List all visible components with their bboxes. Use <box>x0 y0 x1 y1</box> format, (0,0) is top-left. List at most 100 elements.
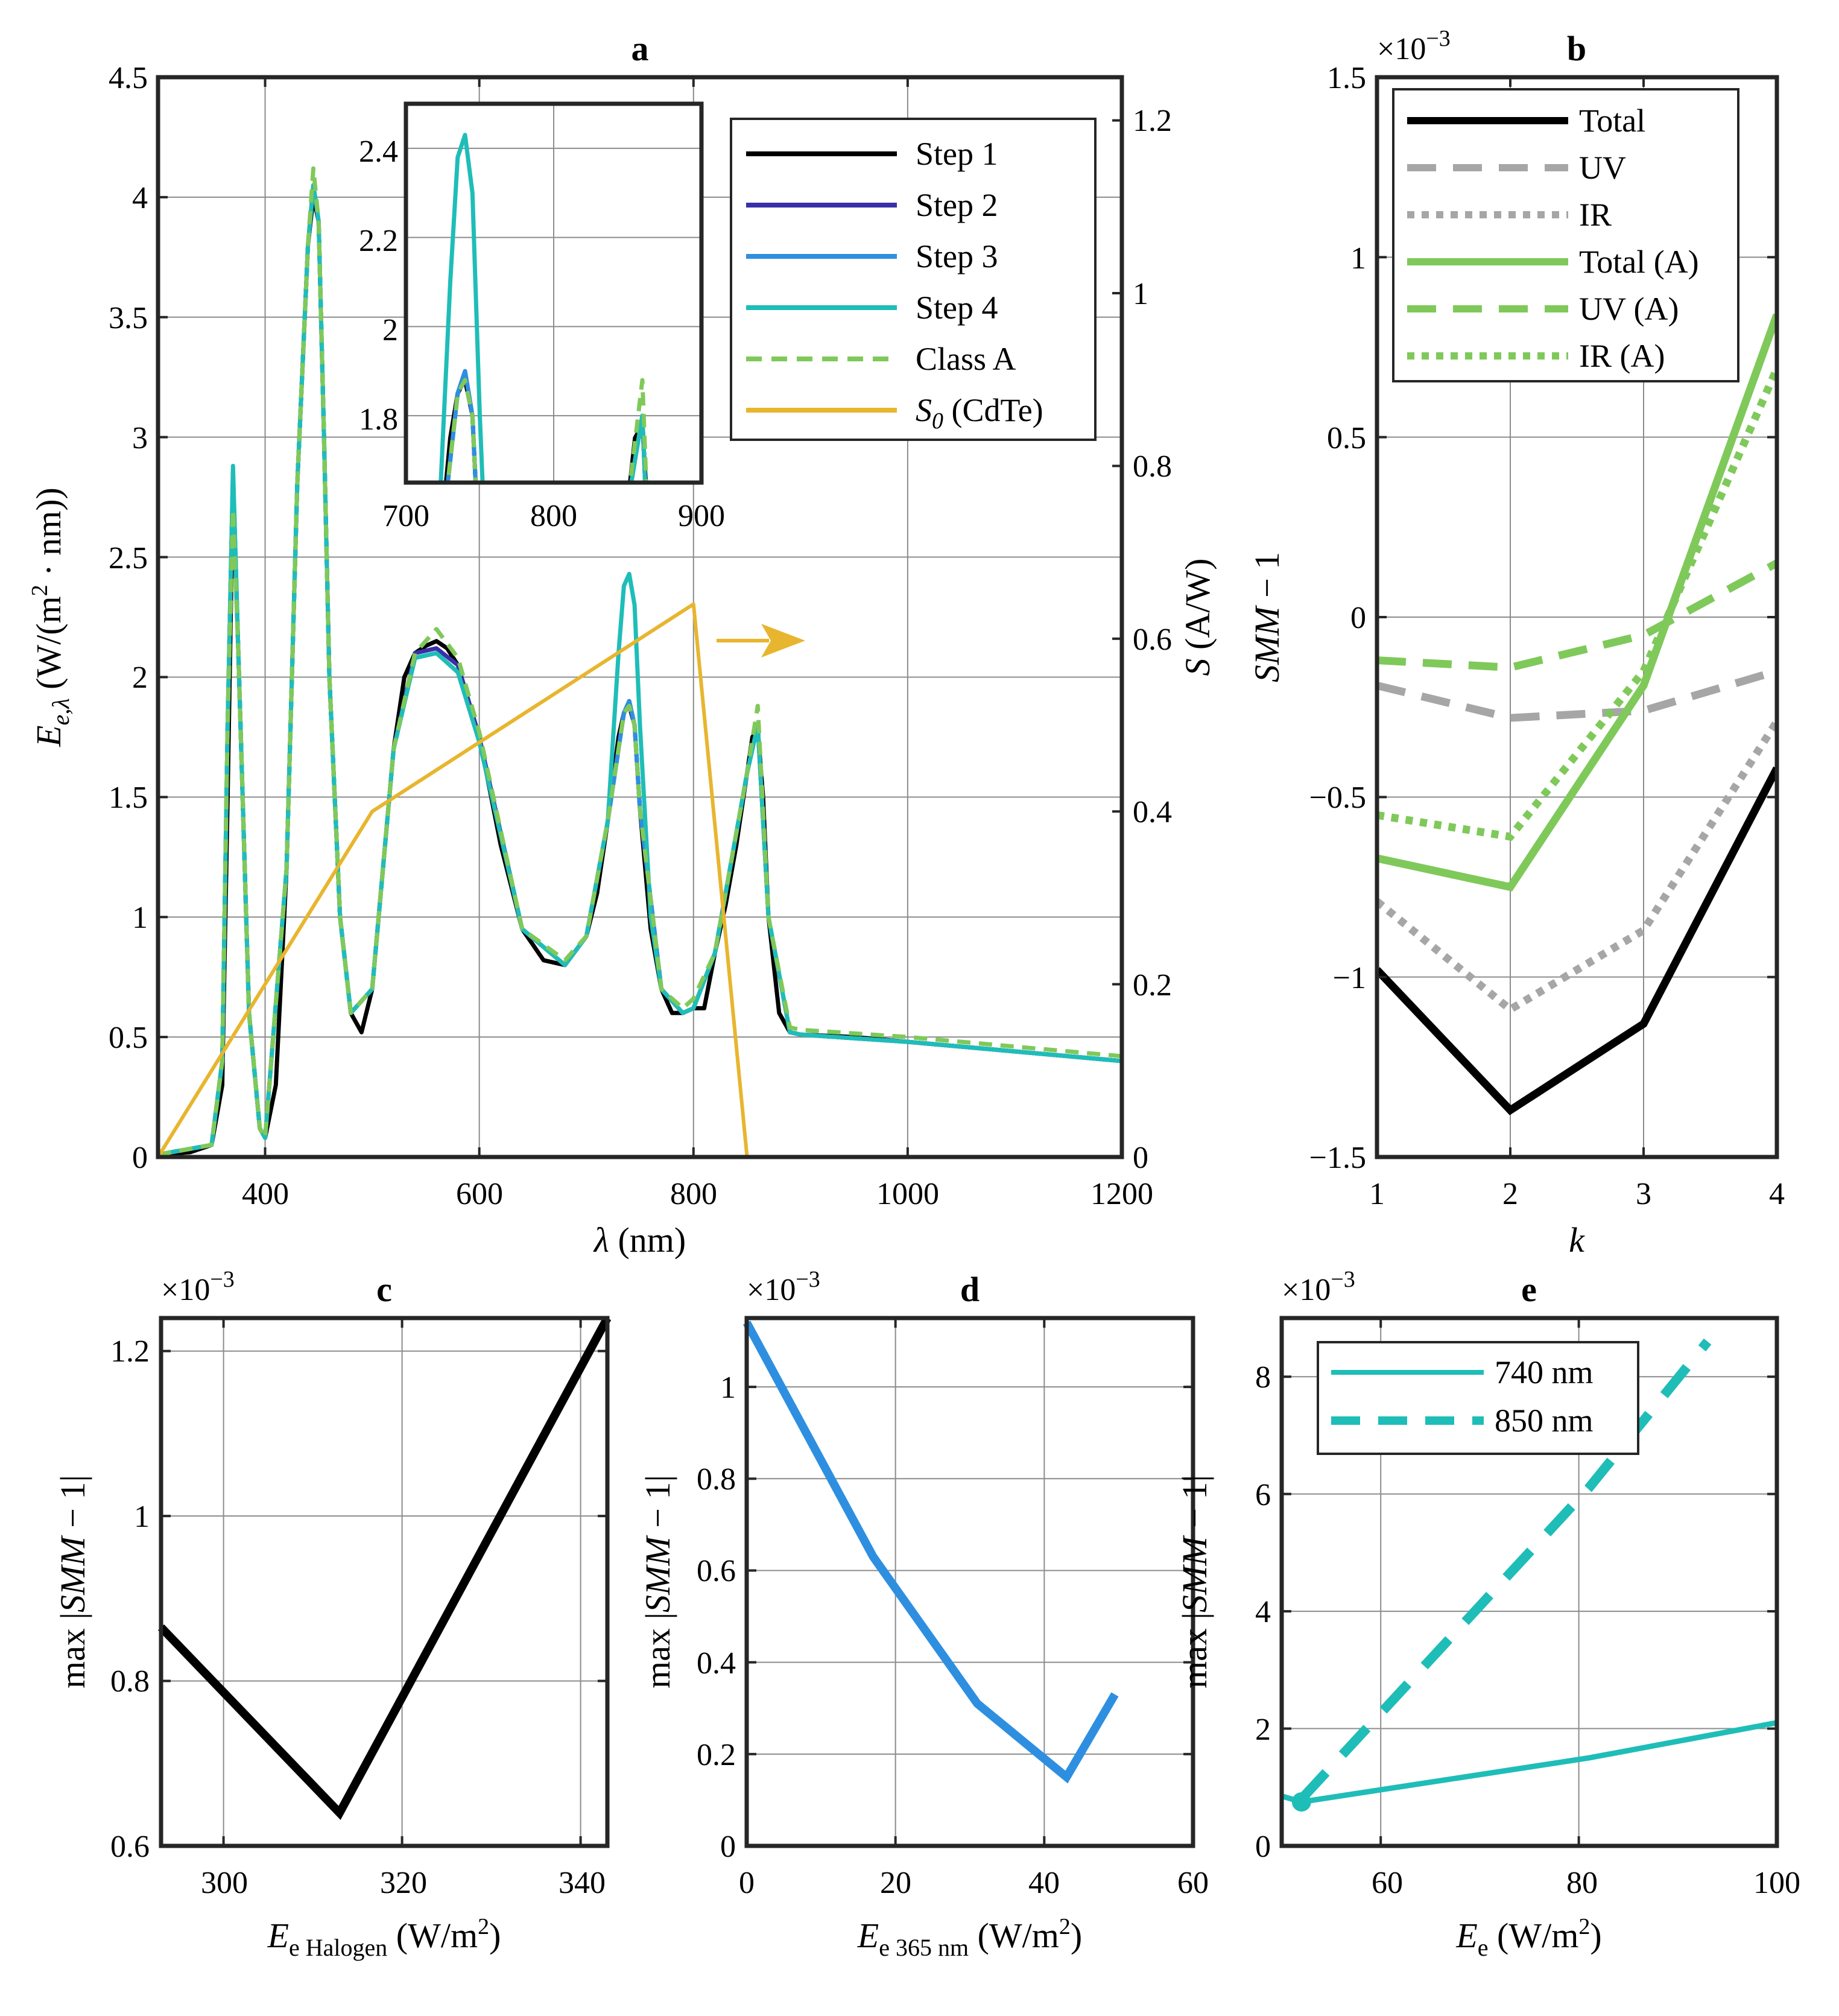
b-ylabel-rest: − 1 <box>1247 552 1287 607</box>
inset-xtick-900: 900 <box>678 499 725 533</box>
c-ytick-0.8: 0.8 <box>110 1664 150 1699</box>
a-ylabel-sub: e,λ <box>47 698 74 725</box>
panel-e-ylabel: max |SMM − 1| <box>1175 1475 1214 1688</box>
e-ytick-6: 6 <box>1255 1478 1271 1512</box>
e-xlabel-symbol: E <box>1455 1916 1477 1955</box>
inset-ytick-2: 2 <box>382 313 398 347</box>
b-legend-label-ir-a: IR (A) <box>1579 338 1665 374</box>
a-ytick-0: 0 <box>132 1141 148 1175</box>
d-ytick-0.2: 0.2 <box>697 1738 736 1772</box>
panel-c-grid <box>161 1318 607 1846</box>
legend-label-step3: Step 3 <box>916 238 998 274</box>
a-xtick-800: 800 <box>670 1177 717 1211</box>
panel-a-inset: 700 800 900 1.8 2 2.2 2.4 <box>359 101 725 533</box>
panel-c-frame <box>159 1316 610 1848</box>
d-xtick-20: 20 <box>880 1866 911 1900</box>
a-ylabel-unit: (W/(m <box>29 596 68 698</box>
legend-s0-rest: (CdTe) <box>943 392 1043 428</box>
panel-a-y2tick-labels: 0 0.2 0.4 0.6 0.8 1 1.2 <box>1133 104 1172 1175</box>
inset-frame <box>404 101 704 485</box>
legend-label-s0: S0 (CdTe) <box>916 392 1043 434</box>
panel-a-series <box>158 166 1122 1157</box>
panel-e-frame <box>1279 1316 1779 1848</box>
c-xlabel-close: ) <box>489 1916 501 1955</box>
d-ytick-1: 1 <box>720 1371 736 1405</box>
c-ytick-0.6: 0.6 <box>110 1830 150 1864</box>
e-series-850-nm <box>1297 1338 1712 1802</box>
d-xlabel-symbol: E <box>857 1916 879 1955</box>
b-ytick-n0.5: −0.5 <box>1309 781 1366 815</box>
d-ytick-0.6: 0.6 <box>697 1554 736 1588</box>
d-xtick-0: 0 <box>739 1866 755 1900</box>
e-exponent-base: ×10 <box>1282 1273 1331 1307</box>
s0-arrow-annotation <box>717 624 805 658</box>
b-xtick-3: 3 <box>1636 1177 1651 1211</box>
panel-e-legend: 740 nm 850 nm <box>1317 1341 1639 1455</box>
panel-a-y2label: S (A/W) <box>1178 559 1217 676</box>
a-y2tick-0: 0 <box>1133 1141 1148 1175</box>
panel-b-title: b <box>1567 29 1586 68</box>
a-ylabel-sup: 2 <box>27 585 52 596</box>
b-ytick-1: 1 <box>1350 241 1366 276</box>
c-exponent-sup: −3 <box>210 1267 234 1292</box>
b-ytick-1.5: 1.5 <box>1327 61 1366 95</box>
a-ylabel-rest: · nm)) <box>29 487 68 585</box>
e-xlabel-close: ) <box>1590 1916 1601 1955</box>
c-ylabel-rest: − 1| <box>53 1475 92 1536</box>
c-ylabel-em: SMM <box>53 1535 92 1612</box>
a-y2tick-0.4: 0.4 <box>1133 795 1172 829</box>
panel-c-exponent: ×10−3 <box>161 1267 235 1307</box>
d-series-line <box>742 1320 1119 1784</box>
inset-xtick-800: 800 <box>530 499 577 533</box>
b-legend-label-total-a: Total (A) <box>1579 244 1699 280</box>
a-y2tick-0.8: 0.8 <box>1133 449 1172 484</box>
panel-c-title: c <box>376 1270 392 1309</box>
panel-a-xlabel: λ (nm) <box>593 1220 686 1260</box>
panel-c: 300 320 340 0.6 0.8 1 1.2 ×10−3 c Ee Hal… <box>53 1267 612 1961</box>
panel-e-title: e <box>1521 1270 1537 1309</box>
c-ylabel-pre: max | <box>53 1612 92 1688</box>
legend-label-classA: Class A <box>916 341 1016 377</box>
b-series-ir-a- <box>1377 367 1777 842</box>
legend-s0-sub: 0 <box>932 408 943 434</box>
d-xlabel-sub: e 365 nm <box>879 1934 969 1961</box>
a-y2tick-1.2: 1.2 <box>1133 104 1172 138</box>
panel-a-title: a <box>631 29 649 68</box>
a-y2label-unit: (A/W) <box>1178 559 1217 659</box>
panel-c-ticks <box>161 1318 607 1846</box>
inset-series <box>438 133 648 483</box>
panel-b-ylabel: SMM − 1 <box>1247 552 1287 682</box>
b-series-uv-a- <box>1377 559 1777 672</box>
panel-a-xtick-labels: 400 600 800 1000 1200 <box>242 1177 1153 1211</box>
e-xtick-100: 100 <box>1753 1866 1800 1900</box>
inset-ytick-1.8: 1.8 <box>359 402 398 437</box>
a-ytick-3: 3 <box>132 421 148 455</box>
e-exponent-sup: −3 <box>1331 1267 1355 1292</box>
e-ytick-2: 2 <box>1255 1713 1271 1747</box>
a-ytick-2: 2 <box>132 661 148 695</box>
s0-arrow-head <box>761 624 805 658</box>
panel-c-series <box>157 1316 612 1821</box>
panel-e-legend-box <box>1317 1341 1639 1455</box>
b-xtick-2: 2 <box>1502 1177 1518 1211</box>
d-exponent-base: ×10 <box>747 1273 796 1307</box>
b-ytick-0: 0 <box>1350 601 1366 635</box>
b-ytick-n1.5: −1.5 <box>1309 1141 1366 1175</box>
a-y2label-symbol: S <box>1178 658 1217 676</box>
e-xtick-80: 80 <box>1566 1866 1598 1900</box>
a-series-s0-cdte- <box>158 602 1122 1157</box>
a-xlabel-unit: (nm) <box>609 1220 686 1260</box>
c-xlabel-unit: (W/m <box>387 1916 478 1955</box>
e-series-740-nm <box>1280 1720 1777 1805</box>
e-xlabel-sub: e <box>1478 1934 1489 1961</box>
a-y2tick-0.2: 0.2 <box>1133 968 1172 1003</box>
e-legend-label-850: 850 nm <box>1495 1403 1594 1439</box>
panel-a-ticks <box>158 77 1123 1158</box>
c-ytick-1: 1 <box>134 1500 150 1534</box>
b-exponent-base: ×10 <box>1377 32 1426 66</box>
b-legend-label-uv-a: UV (A) <box>1579 291 1679 327</box>
panel-e-exponent: ×10−3 <box>1282 1267 1355 1307</box>
a-ytick-4: 4 <box>132 181 148 215</box>
a-ytick-1.5: 1.5 <box>109 781 148 815</box>
